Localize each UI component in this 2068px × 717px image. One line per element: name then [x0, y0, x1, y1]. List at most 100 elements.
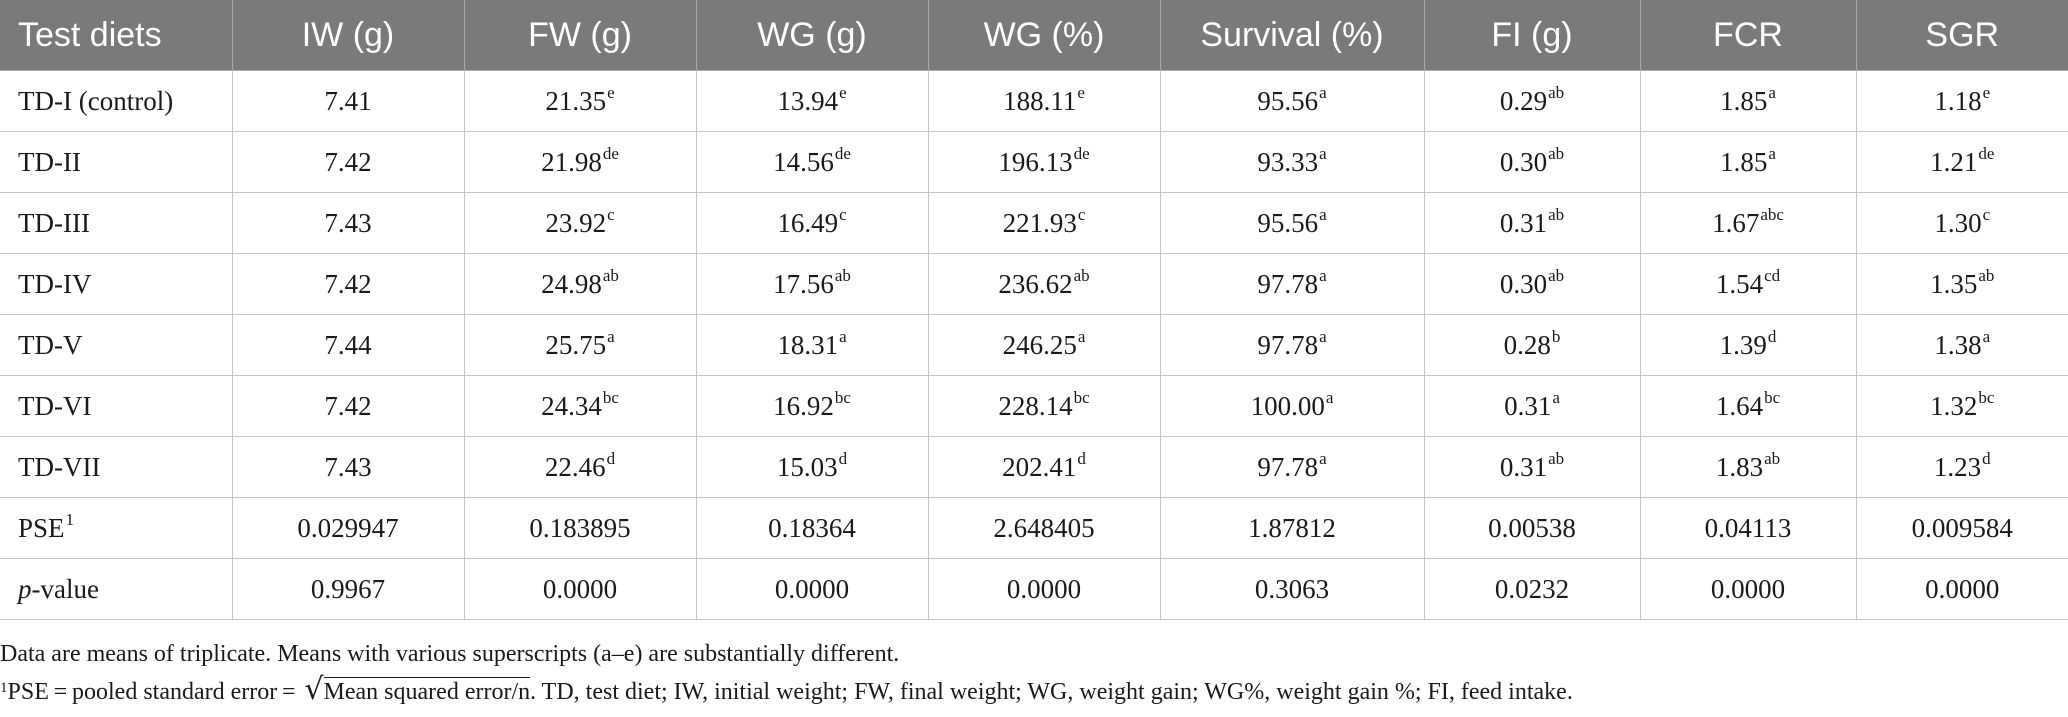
header-fcr: FCR	[1639, 0, 1856, 71]
survival-cell: 100.00a	[1159, 375, 1425, 437]
significance-superscript: d	[606, 448, 616, 468]
significance-superscript: bc	[602, 387, 619, 407]
p-value-label-rest: -value	[31, 573, 99, 604]
fw-value: 24.34	[541, 390, 602, 421]
header-wg: WG (g)	[695, 0, 928, 71]
fw-cell: 24.34bc	[463, 375, 697, 437]
significance-superscript: a	[1768, 143, 1776, 163]
significance-superscript: ab	[1548, 204, 1565, 224]
header-fi: FI (g)	[1423, 0, 1640, 71]
significance-superscript: d	[1077, 448, 1086, 468]
fw-value: 25.75	[545, 329, 607, 360]
significance-superscript: c	[1077, 204, 1086, 224]
wg-value: 17.56	[773, 268, 834, 299]
fi-cell: 0.29ab	[1423, 70, 1641, 132]
iw-value: 7.42	[231, 131, 465, 193]
wgp-cell: 236.62ab	[927, 253, 1161, 315]
significance-superscript: de	[1978, 143, 1995, 163]
fcr-cell: 1.39d	[1639, 314, 1857, 376]
significance-superscript: b	[1551, 326, 1561, 346]
survival-value: 95.56	[1257, 207, 1319, 238]
sgr-cell: 1.35ab	[1855, 253, 2068, 315]
significance-superscript: bc	[1978, 387, 1995, 407]
significance-superscript: ab	[602, 265, 619, 285]
fcr-cell: 1.64bc	[1639, 375, 1857, 437]
iw-value: 7.43	[231, 192, 465, 254]
pse-value: 0.00538	[1423, 497, 1641, 559]
results-table: Test diets IW (g) FW (g) WG (g) WG (%) S…	[0, 0, 2068, 620]
sgr-value: 1.30	[1934, 207, 1982, 238]
table-row: TD-IV 7.42 24.98ab 17.56ab 236.62ab 97.78a 0.3…	[0, 253, 2068, 315]
survival-value: 93.33	[1257, 146, 1319, 177]
survival-value: 100.00	[1250, 390, 1325, 421]
survival-value: 95.56	[1257, 85, 1319, 116]
survival-cell: 97.78a	[1159, 314, 1425, 376]
significance-superscript: ab	[1548, 448, 1565, 468]
header-sgr: SGR	[1855, 0, 2068, 71]
significance-superscript: c	[1982, 204, 1991, 224]
significance-superscript: d	[1982, 448, 1991, 468]
survival-cell: 95.56a	[1159, 70, 1425, 132]
wgp-value: 221.93	[1002, 207, 1077, 238]
fcr-value: 1.64	[1715, 390, 1764, 421]
table-row: TD-V 7.44 25.75a 18.31a 246.25a 97.78a 0.28b 1.…	[0, 314, 2068, 376]
iw-value: 7.43	[231, 436, 465, 498]
table-header: Test diets IW (g) FW (g) WG (g) WG (%) S…	[0, 0, 2068, 71]
iw-value: 7.42	[231, 253, 465, 315]
fw-cell: 22.46d	[463, 436, 697, 498]
iw-value: 7.42	[231, 375, 465, 437]
significance-superscript: a	[1319, 448, 1327, 468]
wg-cell: 17.56ab	[695, 253, 929, 315]
significance-superscript: a	[1552, 387, 1560, 407]
sgr-cell: 1.18e	[1855, 70, 2068, 132]
significance-superscript: e	[839, 82, 847, 102]
wgp-cell: 202.41d	[927, 436, 1161, 498]
pse-value: 0.18364	[695, 497, 929, 559]
p-value: 0.3063	[1159, 558, 1425, 620]
wgp-cell: 246.25a	[927, 314, 1161, 376]
significance-superscript: ab	[1764, 448, 1781, 468]
pse-value: 0.183895	[463, 497, 697, 559]
pse-value: 2.648405	[927, 497, 1161, 559]
diet-label: TD-VII	[0, 436, 233, 498]
significance-superscript: a	[1319, 204, 1327, 224]
significance-superscript: a	[1982, 326, 1991, 346]
square-root-icon: √	[304, 672, 324, 707]
footnote-sqrt-body: Mean squared error/n	[323, 677, 531, 705]
fi-value: 0.28	[1503, 329, 1551, 360]
significance-superscript: a	[1319, 143, 1327, 163]
fw-cell: 21.35e	[463, 70, 697, 132]
fi-cell: 0.30ab	[1423, 253, 1641, 315]
fi-cell: 0.28b	[1423, 314, 1641, 376]
significance-superscript: a	[1768, 82, 1776, 102]
survival-cell: 93.33a	[1159, 131, 1425, 193]
diet-label: TD-VI	[0, 375, 233, 437]
significance-superscript: a	[1325, 387, 1334, 407]
significance-superscript: e	[1077, 82, 1085, 102]
footnote-pse-prefix: PSE = pooled standard error =	[7, 679, 301, 705]
survival-cell: 95.56a	[1159, 192, 1425, 254]
sgr-cell: 1.21de	[1855, 131, 2068, 193]
pse-value: 0.04113	[1639, 497, 1857, 559]
significance-superscript: cd	[1764, 265, 1781, 285]
fw-value: 22.46	[544, 451, 606, 482]
sgr-cell: 1.32bc	[1855, 375, 2068, 437]
header-iw: IW (g)	[231, 0, 464, 71]
fcr-value: 1.83	[1715, 451, 1764, 482]
fw-cell: 25.75a	[463, 314, 697, 376]
wg-value: 16.92	[773, 390, 834, 421]
wgp-value: 196.13	[998, 146, 1073, 177]
sgr-value: 1.32	[1930, 390, 1978, 421]
significance-superscript: bc	[1073, 387, 1090, 407]
sgr-value: 1.18	[1934, 85, 1982, 116]
significance-superscript: a	[607, 326, 615, 346]
fcr-value: 1.85	[1720, 85, 1768, 116]
significance-superscript: d	[838, 448, 848, 468]
sgr-cell: 1.23d	[1855, 436, 2068, 498]
pse-label: PSE	[18, 512, 65, 543]
pse-value: 1.87812	[1159, 497, 1425, 559]
fi-value: 0.30	[1499, 268, 1548, 299]
fw-cell: 24.98ab	[463, 253, 697, 315]
significance-superscript: a	[1319, 265, 1327, 285]
